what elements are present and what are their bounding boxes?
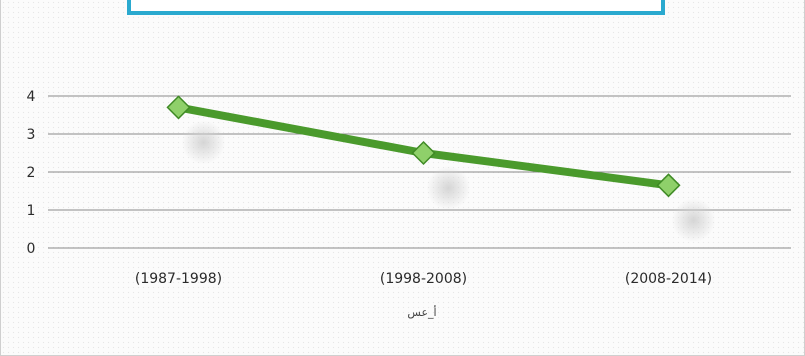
data-point-marker: [166, 95, 191, 120]
y-tick-label: 2: [27, 165, 36, 181]
y-tick-label: 1: [27, 203, 36, 219]
data-markers: [166, 95, 681, 198]
x-axis-label: أ_عس: [407, 305, 436, 319]
marker-shadow: [181, 120, 226, 165]
y-tick-label: 4: [27, 89, 36, 105]
x-tick-label: (1987-1998): [135, 271, 222, 287]
data-point-marker: [411, 140, 436, 166]
chart-title-box: [127, 0, 665, 15]
x-tick-label: (2008-2014): [625, 271, 712, 287]
marker-shadows: [181, 120, 716, 243]
marker-shadow: [426, 166, 471, 210]
data-point-marker: [656, 173, 681, 198]
gridlines: [48, 95, 791, 249]
y-tick-label: 0: [27, 241, 36, 257]
y-tick-labels: 0 1 2 3 4: [27, 89, 36, 257]
y-tick-label: 3: [27, 127, 36, 143]
x-tick-label: (1998-2008): [380, 271, 467, 287]
x-tick-labels: (1987-1998) (1998-2008) (2008-2014): [135, 271, 712, 287]
marker-shadow: [671, 198, 716, 243]
